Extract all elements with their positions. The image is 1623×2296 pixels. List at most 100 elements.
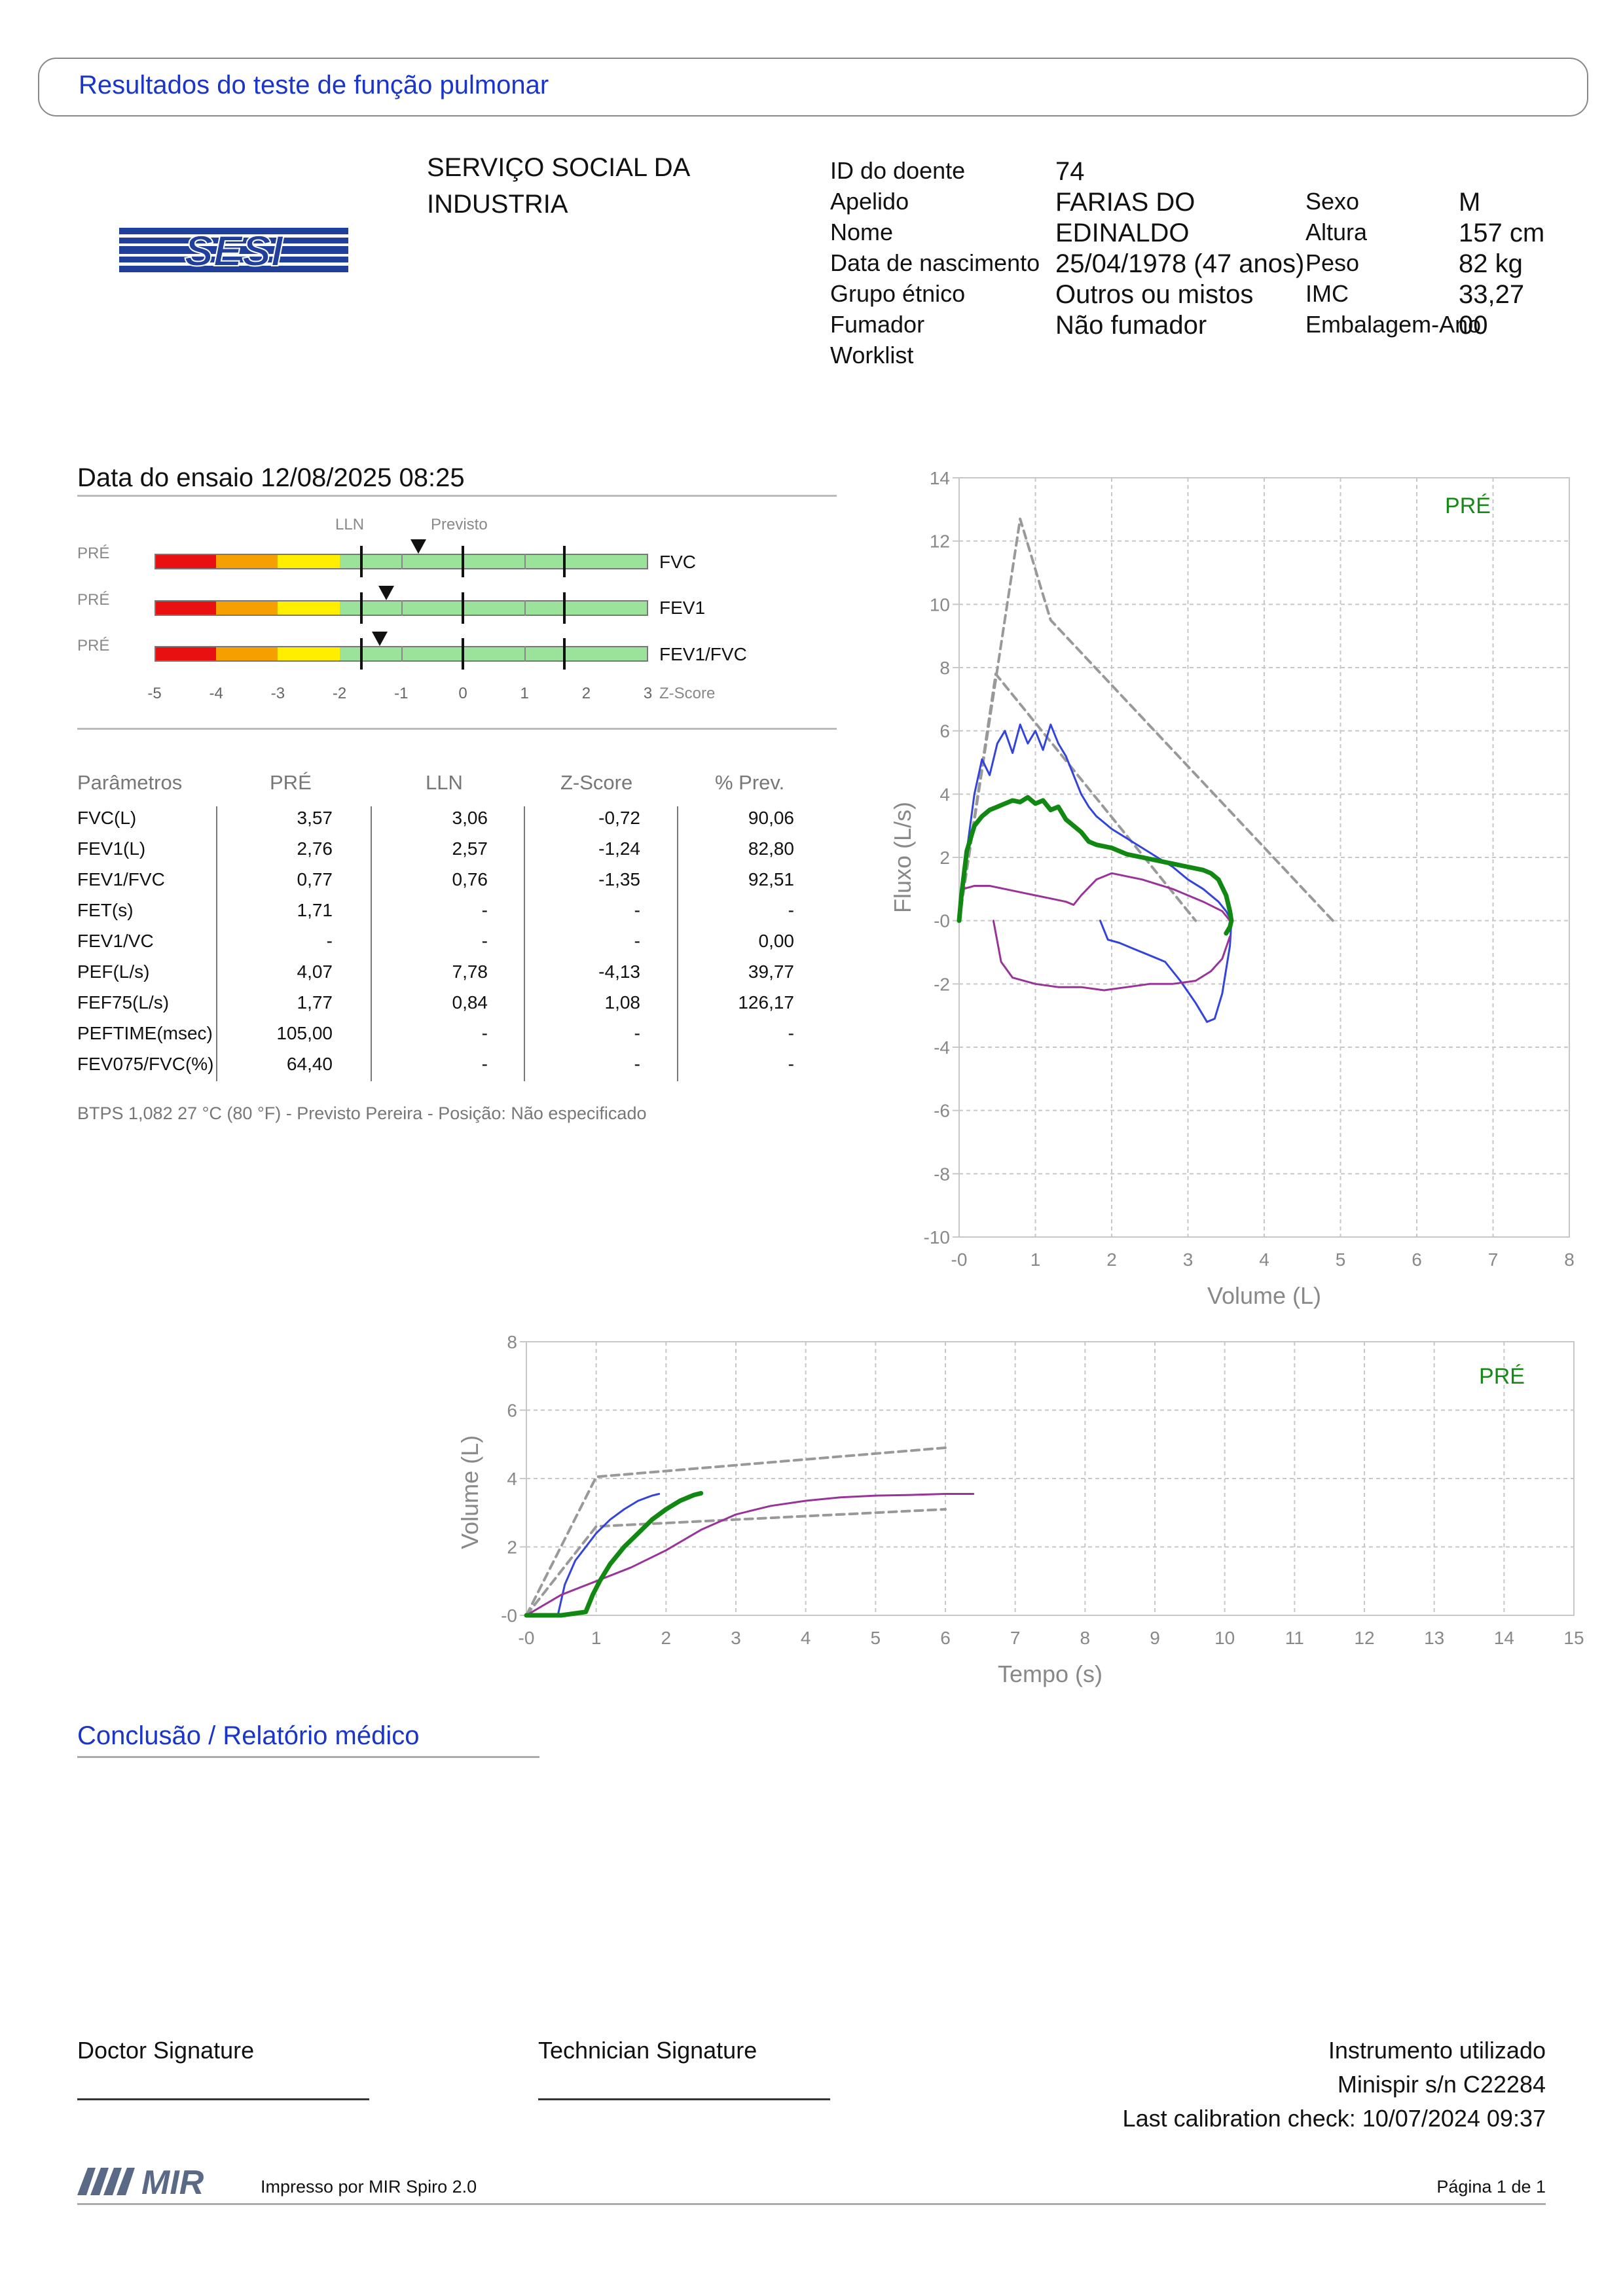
table-cell-value: - (634, 900, 640, 920)
x-tick-label: 4 (801, 1628, 811, 1648)
table-param-name: FEV075/FVC(%) (77, 1054, 214, 1074)
zscore-predicted-label: Previsto (431, 516, 488, 533)
table-param-name: FEV1/FVC (77, 869, 165, 889)
data-series-line (556, 1493, 661, 1617)
x-tick-label: 4 (1259, 1249, 1269, 1270)
footer-divider (77, 2203, 1546, 2205)
y-tick-label: 10 (930, 594, 950, 615)
table-cell-value: 3,57 (297, 808, 333, 828)
zscore-pointer (410, 539, 427, 554)
patient-weight-value: 82 kg (1459, 249, 1523, 278)
table-header-zscore: Z-Score (560, 771, 633, 794)
data-series-line (957, 795, 1234, 936)
table-header-lln: LLN (426, 771, 463, 794)
flow-volume-chart: -0 1 2 3 4 5 6 7 81412108642-0-2-4-6-8-10Volume … (889, 468, 1575, 1309)
test-date: Data do ensaio 12/08/2025 08:25 (77, 463, 465, 492)
y-tick-label: 12 (930, 531, 950, 552)
zscore-divider (401, 554, 403, 569)
table-cell-value: 7,78 (452, 961, 488, 982)
zscore-tick-label: 2 (581, 685, 591, 702)
patient-name-value: EDINALDO (1055, 219, 1190, 247)
zscore-tick-label: -3 (270, 685, 285, 702)
zscore-row-tag: PRÉ (77, 591, 110, 609)
table-cell-value: -0,72 (598, 808, 640, 828)
patient-height-label: Altura (1305, 219, 1368, 245)
table-cell-value: -4,13 (598, 961, 640, 982)
patient-surname-label: Apelido (830, 188, 909, 215)
x-tick-label: 6 (940, 1628, 951, 1648)
table-header-param: Parâmetros (77, 771, 183, 794)
zscore-marker-line (462, 592, 464, 624)
y-tick-label: -4 (934, 1037, 950, 1058)
zscore-tick-label: -5 (147, 685, 162, 702)
column-divider (524, 806, 525, 1081)
zscore-divider (401, 646, 403, 662)
patient-sex-value: M (1459, 188, 1481, 217)
x-axis-title: Tempo (s) (998, 1660, 1103, 1687)
zscore-tick-label: -2 (332, 685, 347, 702)
patient-pack-value: 00 (1459, 311, 1488, 340)
table-cell-value: 3,06 (452, 808, 488, 828)
table-cell-value: 64,40 (286, 1054, 333, 1074)
patient-smoker-label: Fumador (830, 311, 925, 338)
x-tick-label: 3 (1183, 1249, 1194, 1270)
table-cell-value: - (326, 931, 333, 951)
organization-name-line2: INDUSTRIA (427, 190, 568, 219)
zscore-tick-label: 1 (520, 685, 529, 702)
zscore-divider (524, 646, 526, 662)
table-cell-value: 105,00 (276, 1023, 333, 1043)
x-tick-label: 5 (1336, 1249, 1346, 1270)
zscore-tick-label: -1 (394, 685, 409, 702)
x-tick-label: 3 (731, 1628, 741, 1648)
divider (77, 728, 837, 730)
y-tick-label: 4 (939, 784, 950, 804)
zscore-tick-label: 3 (643, 685, 653, 702)
x-axis-title: Volume (L) (1207, 1282, 1321, 1309)
y-tick-label: -6 (934, 1101, 950, 1121)
table-cell-value: - (634, 1023, 640, 1043)
zscore-row-param: FVC (659, 552, 696, 572)
patient-pack-label: Embalagem-Ano (1305, 311, 1482, 338)
table-cell-value: 39,77 (748, 961, 794, 982)
mir-logo: MIR (77, 2165, 204, 2197)
conclusion-title: Conclusão / Relatório médico (77, 1721, 420, 1750)
table-cell-value: 0,00 (758, 931, 795, 951)
zscore-pointer (371, 632, 388, 646)
report-title: Resultados do teste de função pulmonar (79, 71, 549, 99)
zscore-row-tag: PRÉ (77, 545, 110, 562)
zscore-divider (401, 600, 403, 616)
zscore-pointer (378, 586, 395, 600)
zscore-marker-line (562, 546, 566, 577)
patient-bmi-value: 33,27 (1459, 280, 1525, 309)
zscore-divider (524, 554, 526, 569)
data-series-line (525, 1508, 947, 1617)
table-cell-value: 126,17 (738, 992, 794, 1013)
table-cell-value: - (634, 1054, 640, 1074)
patient-id-label: ID do doente (830, 157, 966, 184)
table-cell-value: 2,57 (452, 838, 488, 859)
table-cell-value: 1,77 (297, 992, 333, 1013)
zscore-marker-line (360, 546, 363, 577)
x-tick-label: 2 (661, 1628, 672, 1648)
y-axis-title: Volume (L) (456, 1435, 483, 1549)
zscore-marker-line (562, 638, 566, 670)
table-cell-value: - (788, 1023, 794, 1043)
zscore-divider (524, 600, 526, 616)
patient-dob-label: Data de nascimento (830, 249, 1040, 276)
table-cell-value: 2,76 (297, 838, 333, 859)
report-header: Resultados do teste de função pulmonar (38, 58, 1588, 117)
patient-ethnic-label: Grupo étnico (830, 280, 966, 307)
table-cell-value: 1,08 (604, 992, 641, 1013)
table-param-name: FET(s) (77, 900, 134, 920)
patient-dob-value: 25/04/1978 (47 anos) (1055, 249, 1305, 278)
table-cell-value: -1,24 (598, 838, 640, 859)
table-cell-value: 1,71 (297, 900, 333, 920)
patient-bmi-label: IMC (1305, 280, 1349, 307)
x-tick-label: 1 (1030, 1249, 1041, 1270)
y-tick-label: 6 (507, 1401, 517, 1421)
zscore-row-param: FEV1/FVC (659, 644, 747, 664)
plot-area (526, 1341, 1575, 1616)
y-tick-label: -0 (501, 1605, 517, 1626)
table-cell-value: 0,84 (452, 992, 488, 1013)
